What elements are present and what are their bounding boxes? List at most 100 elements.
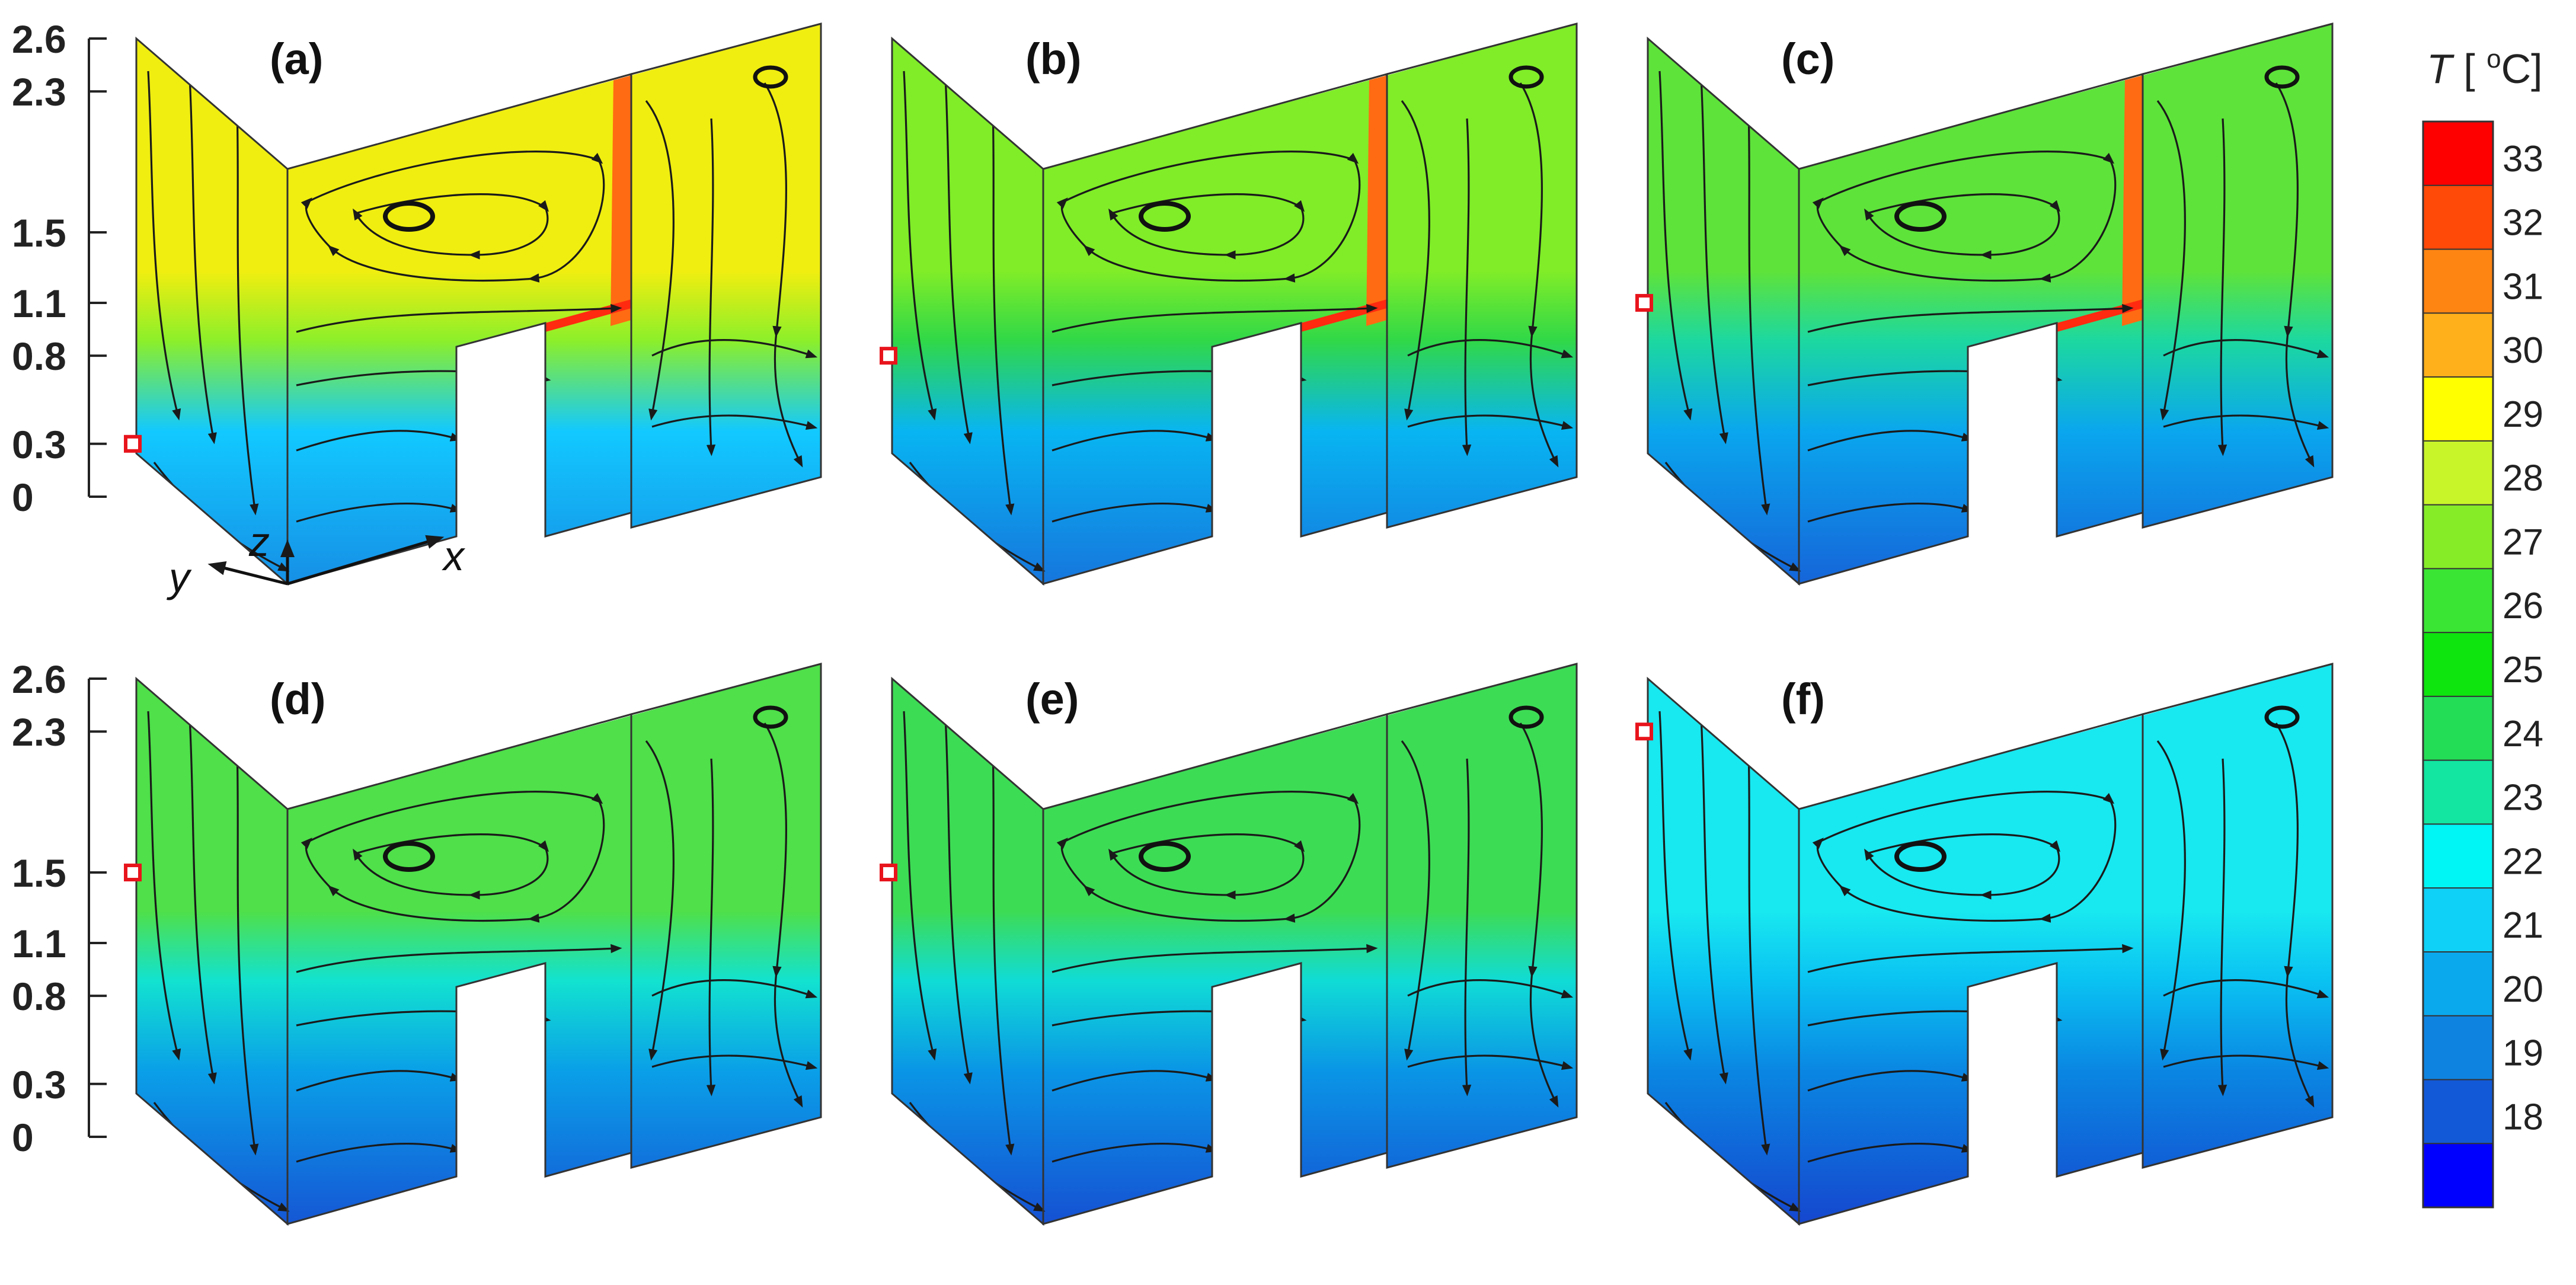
sensor-marker — [1635, 293, 1653, 312]
vortex-core — [1139, 841, 1191, 872]
colorbar-frame — [2422, 120, 2494, 1209]
streamline — [2217, 118, 2227, 456]
streamline — [296, 303, 622, 333]
streamline — [236, 106, 259, 516]
heater-edge — [1301, 299, 1387, 332]
sensor-marker — [880, 864, 897, 882]
panel-b: (b) — [880, 23, 1578, 586]
colorbar-level-label: 22 — [2503, 841, 2543, 882]
colorbar-level-label: 20 — [2503, 969, 2543, 1010]
panel-f: (f) — [1635, 663, 2334, 1226]
streamline — [651, 979, 818, 999]
streamline — [1807, 430, 1974, 452]
colorbar-swatch — [2423, 185, 2493, 250]
panel-label: (d) — [270, 675, 326, 724]
colorbar-swatch — [2423, 568, 2493, 633]
z-tick-label: 0.3 — [12, 1063, 66, 1107]
streamline — [296, 944, 622, 973]
right-wall-outline — [2142, 663, 2334, 1169]
colorbar-swatch — [2423, 888, 2493, 952]
streamline — [296, 430, 462, 452]
panel-label: (a) — [270, 34, 323, 84]
streamline — [903, 711, 937, 1061]
panel-a: (a) — [124, 23, 822, 586]
heater-strip — [2122, 74, 2143, 326]
colorbar-level-label: 24 — [2503, 714, 2543, 755]
colorbar-level-label: 30 — [2503, 330, 2543, 371]
streamline — [236, 746, 259, 1156]
colorbar-swatch — [2423, 1015, 2493, 1080]
streamline — [1807, 1070, 1974, 1092]
streamline — [1864, 193, 2061, 260]
vortex-core — [1139, 201, 1191, 232]
z-tick-label: 2.3 — [12, 710, 66, 754]
z-tick-label: 2.6 — [12, 657, 66, 701]
streamline — [1401, 100, 1430, 421]
streamline — [1462, 758, 1472, 1097]
z-axis-top: 2.6 2.3 1.5 1.1 0.8 0.3 0 — [12, 17, 107, 519]
temperature-field — [1648, 664, 2332, 1224]
vortex-core — [383, 841, 435, 872]
colorbar-swatch — [2423, 760, 2493, 824]
streamline — [645, 100, 675, 421]
right-wall-outline — [630, 23, 822, 529]
streamline — [645, 740, 675, 1061]
sensor-marker — [1635, 723, 1653, 741]
colorbar-swatch — [2423, 632, 2493, 697]
panel-label: (b) — [1025, 34, 1082, 84]
heater-edge — [2057, 299, 2143, 332]
colorbar: T [ oC] 33 32 31 30 29 28 27 26 25 24 23 22 21 20 19 18 — [2422, 44, 2543, 1209]
right-wall-outline — [1386, 663, 1578, 1169]
z-tick-label: 1.1 — [12, 282, 66, 325]
streamline — [1108, 833, 1305, 900]
streamline — [2163, 1054, 2329, 1070]
streamline — [188, 76, 217, 445]
colorbar-swatch — [2423, 951, 2493, 1017]
streamline — [1052, 944, 1378, 973]
streamline — [1052, 1070, 1218, 1092]
streamline — [2156, 740, 2186, 1061]
streamline — [1056, 791, 1361, 923]
colorbar-level-label: 23 — [2503, 778, 2543, 819]
z-tick-label: 2.6 — [12, 17, 66, 61]
streamline — [1807, 1142, 1974, 1163]
colorbar-level-label: 21 — [2503, 905, 2543, 946]
streamline — [1658, 711, 1693, 1061]
y-axis-letter: y — [167, 554, 192, 600]
right-wall-outline — [1386, 23, 1578, 529]
panel-d: (d) — [124, 663, 822, 1226]
streamlines — [147, 65, 818, 572]
temperature-field — [892, 664, 1577, 1224]
streamline — [706, 758, 716, 1097]
colorbar-swatch — [2423, 440, 2493, 506]
sensor-marker — [124, 864, 142, 882]
z-tick-label: 0.8 — [12, 974, 66, 1018]
streamline — [1407, 979, 1574, 999]
z-axis-bottom: 2.6 2.3 1.5 1.1 0.8 0.3 0 — [12, 657, 107, 1159]
streamline — [706, 118, 716, 456]
streamline — [1052, 1142, 1218, 1163]
z-tick-label: 0 — [12, 1115, 34, 1159]
z-axis-letter: z — [248, 519, 270, 565]
colorbar-swatch — [2423, 122, 2493, 186]
colorbar-swatch — [2423, 1079, 2493, 1144]
streamline — [1407, 414, 1574, 430]
streamline — [2217, 758, 2227, 1097]
vortex-core — [753, 65, 788, 89]
streamline — [1462, 118, 1472, 456]
z-tick-label: 1.5 — [12, 211, 66, 255]
colorbar-swatch — [2423, 249, 2493, 314]
heater-edge — [545, 299, 631, 332]
colorbar-level-label: 32 — [2503, 203, 2543, 244]
vortex-core — [1508, 65, 1544, 89]
z-tick-label: 1.1 — [12, 922, 66, 966]
sensor-marker — [880, 347, 897, 365]
streamline — [1812, 791, 2117, 923]
temperature-field — [136, 664, 821, 1224]
heater-strip — [1366, 74, 1387, 326]
streamline — [1658, 71, 1693, 421]
right-wall-outline — [630, 663, 822, 1169]
streamline — [1807, 944, 2134, 973]
streamline — [651, 1054, 818, 1070]
colorbar-level-label: 28 — [2503, 458, 2543, 499]
